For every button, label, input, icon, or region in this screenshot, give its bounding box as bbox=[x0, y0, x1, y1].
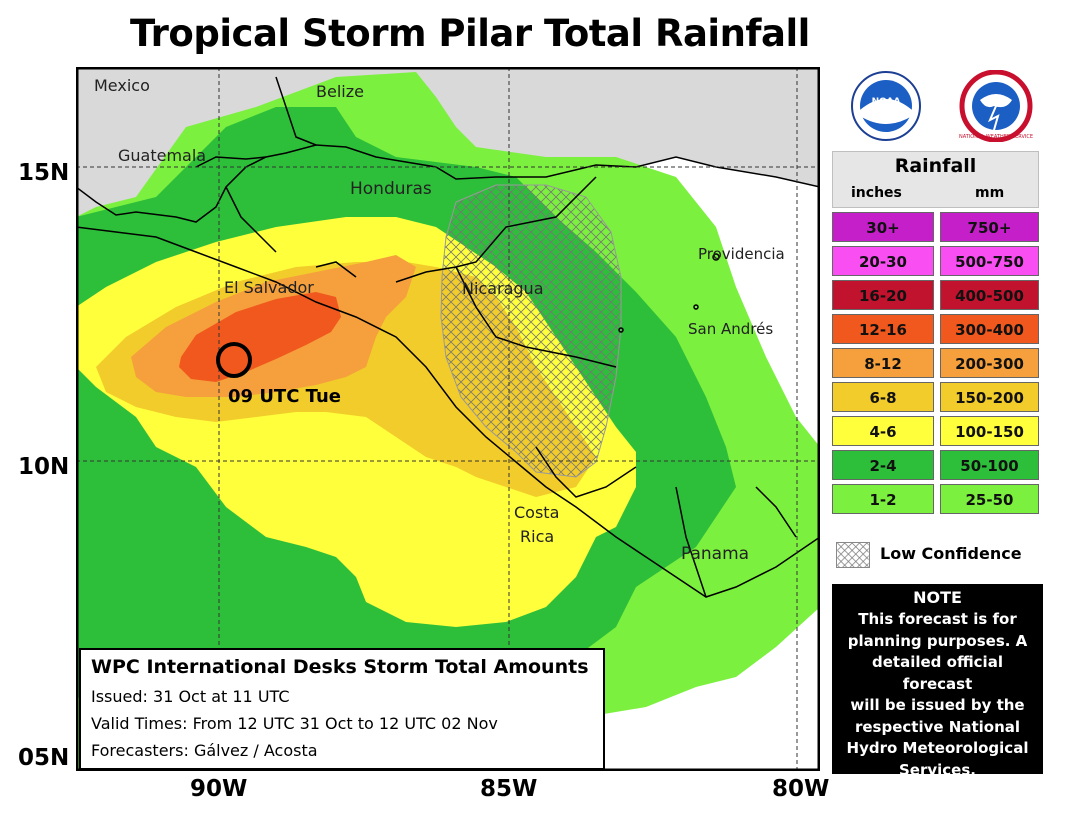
legend-row: 6-8 150-200 bbox=[832, 382, 1039, 412]
label-guatemala: Guatemala bbox=[118, 146, 206, 165]
legend-inches-cell: 8-12 bbox=[832, 348, 934, 378]
low-confidence-legend: Low Confidence bbox=[836, 540, 1046, 570]
legend-mm-cell: 400-500 bbox=[940, 280, 1039, 310]
note-line: Hydro Meteorological bbox=[846, 739, 1029, 757]
note-line: respective National bbox=[854, 717, 1021, 736]
legend-unit-mm: mm bbox=[975, 185, 1005, 201]
map-frame bbox=[76, 67, 820, 771]
legend-unit-inches: inches bbox=[851, 185, 902, 201]
storm-position-marker[interactable] bbox=[216, 342, 252, 378]
legend-row: 1-2 25-50 bbox=[832, 484, 1039, 514]
label-costa: Costa bbox=[514, 503, 559, 522]
low-confidence-label: Low Confidence bbox=[880, 544, 1022, 563]
legend-mm-cell: 200-300 bbox=[940, 348, 1039, 378]
lat-label-15n: 15N bbox=[18, 160, 70, 186]
rainfall-map[interactable]: Mexico Belize Guatemala Honduras El Salv… bbox=[76, 67, 820, 771]
legend-mm-cell: 100-150 bbox=[940, 416, 1039, 446]
label-panama: Panama bbox=[681, 544, 749, 564]
note-line: will be issued by the bbox=[850, 696, 1025, 714]
legend-header: Rainfall inches mm bbox=[832, 151, 1039, 208]
legend-row: 4-6 100-150 bbox=[832, 416, 1039, 446]
label-providencia: Providencia bbox=[698, 245, 785, 263]
legend-row: 2-4 50-100 bbox=[832, 450, 1039, 480]
lon-label-90w: 90W bbox=[190, 776, 248, 802]
note-line: This forecast is for bbox=[858, 610, 1017, 628]
lat-label-10n: 10N bbox=[18, 454, 70, 480]
legend-inches-cell: 12-16 bbox=[832, 314, 934, 344]
legend-rows: 30+ 750+ 20-30 500-750 16-20 400-500 12-16 300-… bbox=[832, 212, 1039, 514]
info-heading: WPC International Desks Storm Total Amou… bbox=[91, 656, 589, 678]
legend-inches-cell: 4-6 bbox=[832, 416, 934, 446]
label-mexico: Mexico bbox=[94, 76, 150, 95]
forecast-info-box: WPC International Desks Storm Total Amou… bbox=[79, 648, 605, 770]
lon-label-85w: 85W bbox=[480, 776, 538, 802]
note-line: detailed official forecast bbox=[872, 653, 1003, 693]
legend-row: 30+ 750+ bbox=[832, 212, 1039, 242]
legend-inches-cell: 20-30 bbox=[832, 246, 934, 276]
map-canvas: Mexico Belize Guatemala Honduras El Salv… bbox=[76, 67, 820, 771]
rainfall-legend: Rainfall inches mm 30+ 750+ 20-30 500-750 16… bbox=[832, 151, 1039, 514]
legend-inches-cell: 30+ bbox=[832, 212, 934, 242]
info-forecasters: Forecasters: Gálvez / Acosta bbox=[91, 741, 318, 760]
legend-row: 16-20 400-500 bbox=[832, 280, 1039, 310]
note-line: planning purposes. A bbox=[847, 631, 1028, 650]
legend-row: 20-30 500-750 bbox=[832, 246, 1039, 276]
label-rica: Rica bbox=[520, 527, 554, 546]
legend-inches-cell: 6-8 bbox=[832, 382, 934, 412]
legend-row: 12-16 300-400 bbox=[832, 314, 1039, 344]
noaa-logo-text: NOAA bbox=[872, 97, 901, 107]
storm-time-label: 09 UTC Tue bbox=[228, 386, 341, 407]
map-title: Tropical Storm Pilar Total Rainfall bbox=[130, 12, 810, 55]
legend-title: Rainfall bbox=[894, 155, 977, 177]
note-heading: NOTE bbox=[913, 588, 962, 607]
nws-logo-text: NATIONAL WEATHER SERVICE bbox=[959, 134, 1033, 140]
lat-label-05n: 05N bbox=[18, 745, 70, 771]
label-belize: Belize bbox=[316, 82, 364, 101]
legend-mm-cell: 750+ bbox=[940, 212, 1039, 242]
note-body: This forecast is for planning purposes. A… bbox=[832, 609, 1043, 781]
note-line: Services. bbox=[899, 760, 976, 779]
legend-mm-cell: 150-200 bbox=[940, 382, 1039, 412]
legend-mm-cell: 500-750 bbox=[940, 246, 1039, 276]
legend-inches-cell: 2-4 bbox=[832, 450, 934, 480]
legend-mm-cell: 300-400 bbox=[940, 314, 1039, 344]
low-confidence-area bbox=[440, 184, 622, 478]
legend-mm-cell: 25-50 bbox=[940, 484, 1039, 514]
note-box: NOTE This forecast is for planning purpos… bbox=[832, 584, 1043, 779]
graticule bbox=[76, 67, 820, 771]
legend-inches-cell: 16-20 bbox=[832, 280, 934, 310]
label-honduras: Honduras bbox=[350, 179, 432, 199]
noaa-logo[interactable]: NOAA bbox=[851, 71, 921, 141]
info-issued: Issued: 31 Oct at 11 UTC bbox=[91, 687, 290, 706]
hatch-swatch-icon bbox=[836, 542, 870, 568]
info-valid-times: Valid Times: From 12 UTC 31 Oct to 12 UT… bbox=[91, 714, 498, 733]
label-nicaragua: Nicaragua bbox=[462, 279, 544, 298]
legend-inches-cell: 1-2 bbox=[832, 484, 934, 514]
label-el-salvador: El Salvador bbox=[224, 278, 314, 297]
legend-row: 8-12 200-300 bbox=[832, 348, 1039, 378]
label-san-andres: San Andrés bbox=[688, 320, 773, 338]
lon-label-80w: 80W bbox=[772, 776, 830, 802]
legend-mm-cell: 50-100 bbox=[940, 450, 1039, 480]
agency-logos: NOAA NATIONAL WEATHER SERVICE bbox=[846, 69, 1040, 143]
nws-logo[interactable]: NATIONAL WEATHER SERVICE bbox=[959, 69, 1033, 143]
